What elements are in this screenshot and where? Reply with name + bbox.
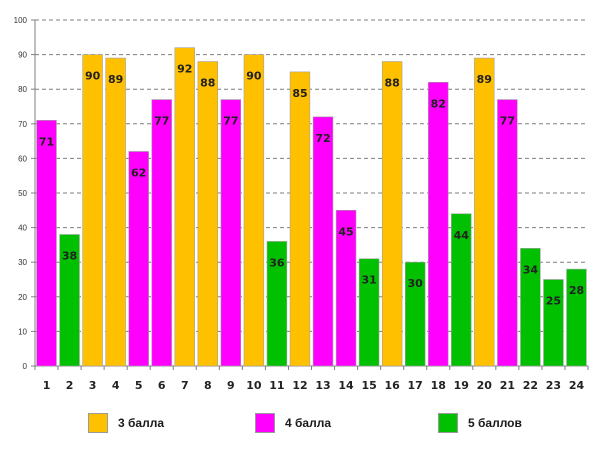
x-tick-label-8: 8	[204, 379, 212, 392]
bar-12	[289, 71, 311, 367]
legend-item-3-points: 3 балла	[88, 410, 164, 436]
legend-swatch-3-points	[88, 413, 108, 433]
x-tick-label-6: 6	[158, 379, 166, 392]
bar-9	[220, 99, 242, 367]
y-tick-label: 100	[14, 16, 28, 25]
gridlines	[35, 19, 588, 332]
x-tick-label-15: 15	[361, 379, 376, 392]
bar-10	[243, 54, 265, 367]
bar-20	[474, 57, 495, 367]
data-label-16: 88	[384, 77, 399, 90]
y-tick-label: 90	[18, 51, 27, 60]
x-tick-label-11: 11	[269, 379, 284, 392]
bar-16	[381, 61, 403, 367]
data-label-17: 30	[408, 277, 424, 290]
data-label-21: 77	[500, 115, 515, 128]
y-tick-label: 40	[18, 224, 27, 233]
data-label-20: 89	[477, 73, 492, 86]
y-tick-label: 20	[18, 293, 27, 302]
y-tick-label: 60	[18, 154, 27, 163]
x-tick-label-3: 3	[89, 379, 97, 392]
x-tick-label-13: 13	[315, 379, 330, 392]
y-tick-label: 50	[18, 189, 27, 198]
x-tick-label-22: 22	[523, 379, 538, 392]
x-tick-label-23: 23	[546, 379, 561, 392]
x-tick-label-10: 10	[246, 379, 262, 392]
legend-label-3-points: 3 балла	[118, 416, 165, 430]
data-label-18: 82	[431, 97, 446, 110]
bar-21	[497, 99, 518, 367]
x-tick-label-17: 17	[408, 379, 423, 392]
data-label-14: 45	[338, 225, 353, 238]
bar-7	[174, 47, 195, 367]
data-label-10: 90	[246, 70, 262, 83]
data-label-7: 92	[177, 63, 192, 76]
data-label-5: 62	[131, 166, 146, 179]
data-label-13: 72	[315, 132, 330, 145]
y-tick-label: 0	[23, 362, 28, 371]
bar-3	[82, 54, 103, 367]
bar-22	[520, 248, 541, 367]
x-tick-label-24: 24	[569, 379, 585, 392]
x-tick-label-14: 14	[338, 379, 354, 392]
data-label-11: 36	[269, 256, 285, 269]
bar-8	[197, 61, 219, 367]
data-label-6: 77	[154, 115, 169, 128]
data-label-4: 89	[108, 73, 123, 86]
legend-label-4-points: 4 балла	[285, 416, 332, 430]
data-labels: 71 38 90 89 62 77 92 88 77 90 36 85 72 45 31 88 30 82 44 89…	[39, 63, 584, 308]
bar-11	[266, 241, 288, 367]
bar-23	[543, 279, 564, 367]
x-tick-label-2: 2	[66, 379, 74, 392]
x-tick-label-16: 16	[384, 379, 400, 392]
y-tick-label: 80	[18, 85, 27, 94]
data-label-12: 85	[292, 87, 307, 100]
x-tick-label-7: 7	[181, 379, 189, 392]
x-tick-label-19: 19	[454, 379, 469, 392]
x-tick-label-9: 9	[227, 379, 235, 392]
y-tick-label: 30	[18, 258, 27, 267]
bar-6	[151, 99, 172, 367]
bar-17	[404, 261, 426, 367]
data-label-2: 38	[62, 250, 77, 263]
data-label-19: 44	[454, 229, 470, 242]
bars	[36, 47, 587, 367]
legend-item-5-points: 5 баллов	[438, 410, 522, 436]
data-label-15: 31	[361, 274, 376, 287]
data-label-1: 71	[39, 135, 54, 148]
data-label-9: 77	[223, 115, 238, 128]
data-label-22: 34	[523, 263, 539, 276]
bar-15	[358, 258, 380, 367]
x-tick-label-4: 4	[112, 379, 120, 392]
data-label-23: 25	[546, 295, 561, 308]
data-label-3: 90	[85, 70, 101, 83]
bar-2	[59, 234, 80, 367]
legend-swatch-5-points	[438, 413, 458, 433]
bar-4	[105, 57, 126, 367]
data-label-24: 28	[569, 284, 584, 297]
x-tick-label-5: 5	[135, 379, 143, 392]
bar-13	[312, 116, 334, 367]
legend-swatch-4-points	[255, 413, 275, 433]
bar-19	[451, 213, 472, 367]
legend-label-5-points: 5 баллов	[468, 416, 522, 430]
bar-5	[128, 151, 149, 367]
bar-14	[335, 210, 357, 367]
x-tick-label-1: 1	[43, 379, 51, 392]
data-label-8: 88	[200, 77, 215, 90]
bar-1	[36, 120, 57, 367]
x-tick-label-12: 12	[292, 379, 307, 392]
x-tick-label-21: 21	[500, 379, 515, 392]
y-tick-label: 10	[18, 327, 27, 336]
x-tick-label-20: 20	[477, 379, 493, 392]
bar-18	[428, 81, 449, 367]
legend-item-4-points: 4 балла	[255, 410, 331, 436]
y-tick-label: 70	[18, 120, 27, 129]
x-tick-label-18: 18	[431, 379, 446, 392]
bar-24	[566, 268, 587, 367]
